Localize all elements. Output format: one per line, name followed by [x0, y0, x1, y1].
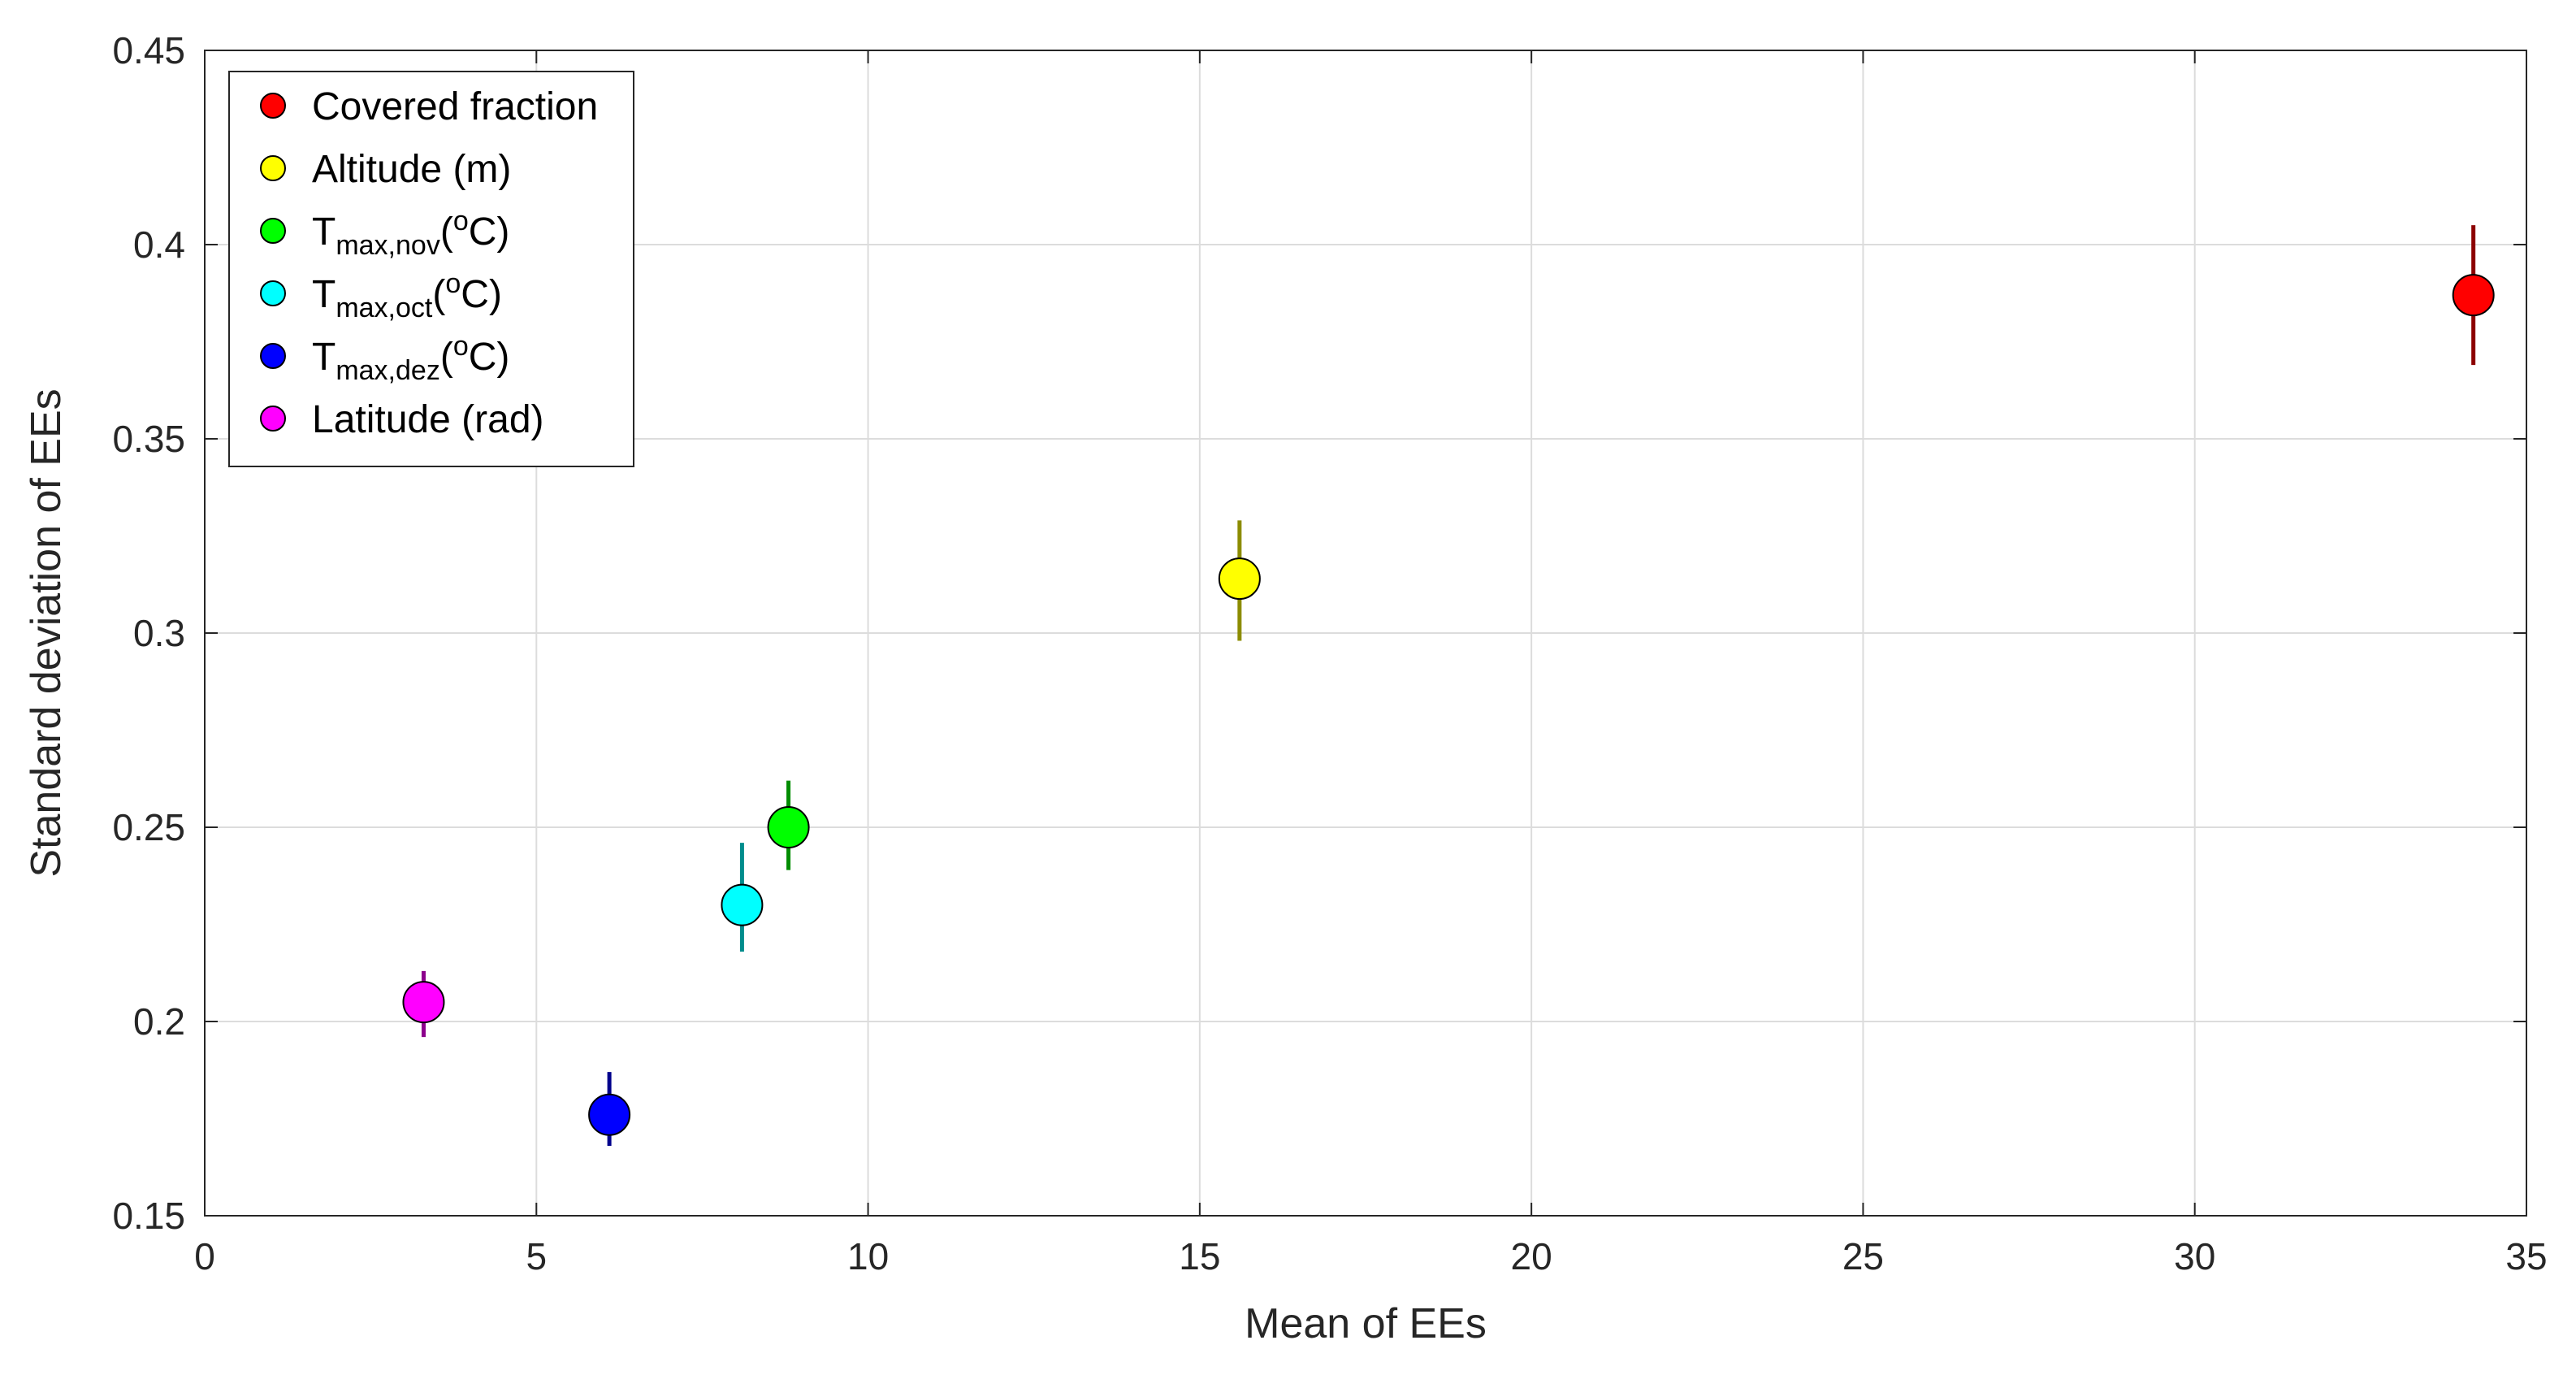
x-tick-label: 35	[2505, 1235, 2547, 1277]
data-point	[721, 883, 764, 926]
legend-item: Altitude (m)	[260, 148, 511, 191]
legend-marker	[260, 218, 286, 244]
legend-item: Tmax,dez(oC)	[260, 331, 509, 386]
legend-items: Covered fraction Altitude (m) Tmax,nov(oC)…	[260, 85, 598, 441]
legend: Covered fraction Altitude (m) Tmax,nov(oC)…	[228, 71, 634, 467]
data-point	[767, 806, 810, 848]
legend-marker	[260, 155, 286, 181]
data-point	[2452, 274, 2495, 317]
data-point	[1218, 557, 1261, 601]
legend-marker	[260, 343, 286, 369]
legend-marker	[260, 406, 286, 432]
y-axis-tick-labels: 0.15 0.2 0.25 0.3 0.35 0.4 0.45	[112, 29, 185, 1237]
legend-marker	[260, 93, 286, 119]
data-points	[402, 274, 2495, 1136]
x-tick-label: 15	[1179, 1235, 1220, 1277]
y-tick-label: 0.2	[133, 1000, 185, 1043]
legend-marker	[260, 280, 286, 306]
legend-label: Altitude (m)	[312, 148, 511, 191]
x-tick-label: 25	[1842, 1235, 1884, 1277]
grid-lines	[205, 50, 2526, 1216]
x-tick-label: 0	[194, 1235, 215, 1277]
x-tick-label: 10	[847, 1235, 889, 1277]
legend-item: Tmax,oct(oC)	[260, 268, 502, 323]
x-axis-tick-labels: 0 5 10 15 20 25 30 35	[194, 1235, 2547, 1277]
axis-ticks	[204, 50, 2527, 1217]
legend-label: Tmax,dez(oC)	[312, 331, 509, 386]
x-tick-label: 30	[2174, 1235, 2215, 1277]
legend-item: Covered fraction	[260, 85, 598, 128]
legend-label: Latitude (rad)	[312, 398, 544, 441]
data-point	[402, 981, 445, 1024]
y-tick-label: 0.4	[133, 223, 185, 266]
y-tick-label: 0.25	[112, 806, 185, 848]
y-tick-label: 0.35	[112, 418, 185, 460]
y-tick-label: 0.15	[112, 1195, 185, 1237]
y-tick-label: 0.45	[112, 29, 185, 72]
legend-label: Covered fraction	[312, 85, 598, 128]
y-tick-label: 0.3	[133, 612, 185, 654]
legend-box	[228, 71, 634, 467]
x-tick-label: 20	[1511, 1235, 1552, 1277]
x-axis-label: Mean of EEs	[1245, 1300, 1487, 1347]
legend-item: Latitude (rad)	[260, 398, 544, 441]
legend-item: Tmax,nov(oC)	[260, 206, 509, 261]
data-point	[588, 1093, 631, 1136]
x-tick-label: 5	[526, 1235, 547, 1277]
y-axis-label: Standard deviation of EEs	[23, 388, 70, 877]
legend-label: Tmax,nov(oC)	[312, 206, 509, 261]
legend-label: Tmax,oct(oC)	[312, 268, 502, 323]
